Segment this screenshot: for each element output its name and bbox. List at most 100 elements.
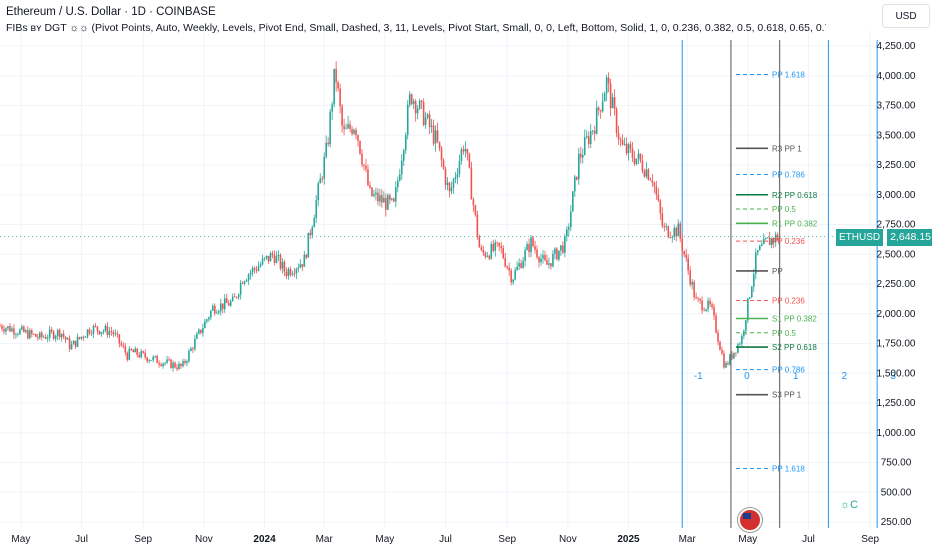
candle-body — [331, 104, 333, 112]
candle-body — [235, 296, 238, 298]
y-axis-tick-label: 3,250.00 — [877, 160, 916, 171]
candle-body — [492, 244, 495, 251]
candle-body — [339, 88, 341, 107]
x-axis-tick-label: Jul — [802, 534, 815, 545]
y-axis-tick-label: 1,500.00 — [877, 368, 916, 379]
candle-body — [114, 333, 117, 335]
candle-body — [168, 359, 170, 361]
candle-body — [611, 97, 614, 109]
candle-body — [619, 139, 622, 141]
candle-body — [353, 129, 355, 134]
candle-body — [711, 304, 713, 307]
candle-body — [446, 182, 449, 185]
candle-body — [176, 367, 178, 370]
candle-body — [363, 164, 365, 166]
candle-body — [323, 156, 325, 179]
candle-body — [627, 144, 630, 154]
candle-body — [371, 187, 373, 197]
candle-body — [88, 329, 91, 334]
candle-body — [46, 337, 49, 339]
candle-body — [237, 294, 240, 298]
candle-body — [136, 348, 139, 355]
candle-body — [552, 253, 554, 267]
candle-body — [200, 329, 202, 333]
candle-body — [74, 340, 77, 347]
candle-body — [454, 177, 457, 180]
currency-button[interactable]: USD — [882, 4, 930, 28]
candle-body — [393, 198, 395, 202]
candle-body — [58, 329, 61, 338]
candle-body — [349, 124, 351, 129]
candle-body — [766, 237, 769, 239]
candle-body — [94, 325, 97, 327]
candle-body — [365, 165, 367, 170]
candle-body — [72, 340, 75, 345]
candle-body — [745, 320, 747, 331]
candle-body — [369, 185, 371, 188]
timeline-icon[interactable]: ☼C — [840, 499, 859, 511]
candle-body — [508, 267, 510, 271]
x-axis-tick-label: Mar — [679, 534, 697, 545]
candle-body — [735, 352, 737, 354]
candle-body — [56, 329, 59, 337]
candle-body — [387, 195, 389, 210]
candle-body — [589, 131, 592, 145]
candle-body — [76, 336, 79, 347]
candle-body — [587, 136, 590, 145]
candle-body — [470, 167, 473, 200]
candle-body — [621, 140, 624, 145]
candle-body — [317, 183, 320, 201]
pivot-level-label: R1 PP 0.382 — [772, 219, 818, 228]
candle-body — [361, 153, 363, 165]
candle-body — [743, 330, 745, 337]
candle-body — [599, 110, 602, 112]
candle-body — [319, 178, 322, 184]
candle-body — [398, 174, 401, 181]
indicator-legend[interactable]: FIBs ʙʏ DGT ☼☼ (Pivot Points, Auto, Week… — [6, 22, 826, 34]
candle-body — [311, 227, 314, 236]
candle-body — [673, 227, 676, 237]
candle-body — [540, 258, 542, 263]
candle-body — [629, 144, 632, 149]
candle-body — [25, 330, 27, 333]
candle-body — [50, 329, 53, 332]
candle-body — [249, 272, 252, 275]
candle-body — [345, 128, 347, 130]
candle-body — [289, 268, 292, 275]
candle-body — [402, 150, 405, 161]
candle-body — [184, 361, 186, 363]
candle-body — [263, 257, 266, 259]
candle-body — [685, 254, 687, 259]
candle-body — [538, 257, 540, 263]
candle-body — [641, 160, 644, 172]
candle-body — [208, 317, 210, 320]
candle-body — [307, 232, 310, 258]
candle-body — [13, 328, 15, 335]
candle-body — [681, 238, 684, 252]
candle-body — [697, 298, 699, 300]
candle-body — [474, 205, 477, 215]
candle-body — [5, 328, 7, 332]
candle-body — [3, 329, 5, 332]
us-flag-icon[interactable] — [738, 508, 762, 532]
x-axis-tick-label: Jul — [439, 534, 452, 545]
candle-body — [48, 329, 51, 338]
candle-body — [607, 77, 610, 84]
candle-body — [400, 160, 403, 175]
candle-body — [774, 234, 777, 243]
candle-body — [721, 350, 723, 354]
candle-body — [247, 274, 250, 281]
candle-body — [212, 305, 214, 311]
candle-body — [772, 238, 775, 243]
candle-body — [70, 344, 73, 350]
candle-body — [158, 363, 160, 365]
candle-body — [566, 229, 568, 237]
candle-body — [78, 336, 81, 339]
candle-body — [359, 140, 361, 154]
candle-body — [301, 264, 304, 267]
candle-body — [156, 355, 158, 364]
candle-body — [723, 353, 725, 368]
x-axis-tick-label: Sep — [498, 534, 516, 545]
marker-label: 0 — [744, 371, 750, 382]
